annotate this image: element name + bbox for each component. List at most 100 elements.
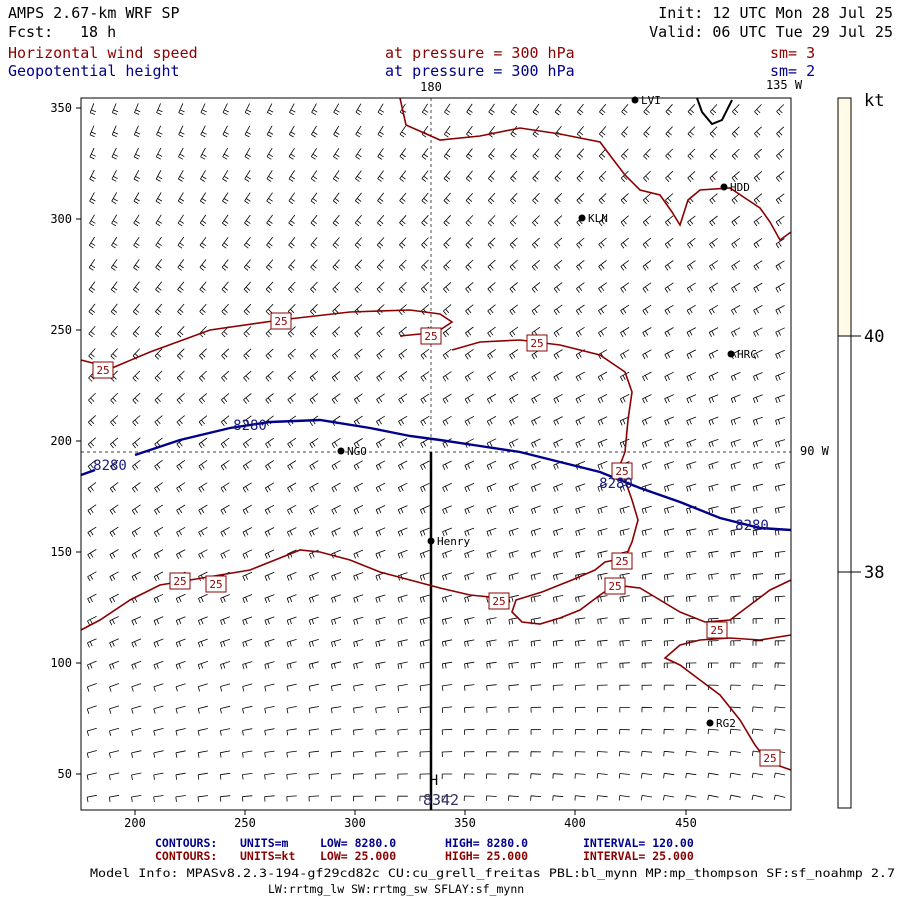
station-dot	[631, 96, 639, 104]
wind-barb	[664, 304, 674, 315]
wind-barb	[753, 148, 762, 160]
wind-barb	[486, 684, 497, 691]
wind-barb	[354, 237, 362, 249]
wind-barb	[421, 259, 429, 271]
wind-barb	[243, 370, 252, 382]
wind-barb	[686, 461, 697, 470]
wind-barb	[685, 772, 697, 779]
wind-barb	[752, 573, 764, 580]
wind-barb	[399, 237, 407, 249]
wind-label: 25	[530, 337, 543, 350]
wind-barb	[308, 661, 319, 670]
wind-barb	[596, 751, 608, 757]
wind-barb	[331, 639, 342, 648]
wind-barb	[685, 794, 697, 801]
wind-barb	[175, 772, 186, 780]
wind-barb	[266, 214, 273, 227]
wind-barb	[397, 751, 408, 758]
wind-barb	[619, 394, 630, 404]
wind-barb	[199, 303, 207, 316]
wind-barb	[508, 639, 519, 647]
wind-barb	[730, 483, 741, 492]
wind-barb	[687, 104, 696, 116]
wind-barb	[442, 594, 453, 603]
wind-barb	[353, 616, 364, 625]
wind-barb	[331, 527, 341, 537]
wind-barb	[376, 237, 385, 249]
wind-barb	[441, 728, 453, 735]
wind-barb	[197, 772, 208, 780]
wind-barb	[530, 662, 542, 669]
wind-barb	[353, 572, 364, 581]
wind-barb	[155, 192, 163, 205]
wind-barb	[219, 772, 231, 780]
wind-barb	[508, 460, 519, 470]
wind-barb	[265, 393, 274, 404]
wind-barb	[198, 504, 208, 515]
wind-barb	[178, 103, 185, 115]
wind-barb	[731, 305, 741, 315]
wind-barb	[397, 594, 408, 603]
wind-barb	[486, 483, 497, 493]
wind-barb	[264, 683, 275, 692]
wind-barb	[464, 706, 475, 713]
wind-barb	[87, 504, 97, 515]
wind-barb	[421, 281, 429, 293]
wind-barb	[331, 505, 341, 515]
wind-barb	[464, 751, 475, 757]
wind-barb	[730, 439, 741, 448]
wind-barb	[220, 437, 230, 449]
wind-barb	[663, 728, 675, 735]
wind-barb	[552, 595, 564, 603]
wind-barb	[576, 259, 585, 271]
wind-barb	[597, 639, 608, 647]
wind-barb	[131, 571, 141, 582]
wind-barb	[398, 259, 407, 271]
x-tick-label: 350	[454, 816, 476, 830]
wind-barb	[376, 259, 385, 271]
wind-barb	[575, 438, 586, 448]
wind-barb	[355, 125, 362, 138]
wind-barb	[243, 303, 252, 316]
wind-barb	[420, 460, 430, 471]
wind-barb	[131, 526, 141, 537]
wind-barb	[774, 573, 786, 580]
wind-barb	[687, 215, 696, 227]
wind-barb	[353, 683, 364, 692]
wind-barb	[264, 482, 275, 493]
wind-barb	[353, 505, 364, 515]
wind-barb	[464, 460, 475, 471]
wind-barb	[199, 370, 207, 382]
wind-barb	[420, 393, 430, 404]
wind-barb	[109, 727, 120, 736]
wind-barb	[109, 459, 119, 471]
coastline	[696, 97, 733, 126]
wind-barb	[441, 751, 453, 758]
wind-barb	[242, 705, 253, 714]
wind-barb	[420, 482, 430, 493]
wind-barb	[353, 728, 364, 736]
wind-barb	[619, 595, 630, 603]
wind-barb	[310, 281, 318, 293]
height-contour-8280	[134, 418, 792, 532]
wind-barb	[488, 148, 496, 160]
wind-barb	[133, 192, 140, 204]
wind-barb	[554, 170, 562, 182]
wind-barb	[330, 750, 342, 758]
wind-barb	[509, 259, 518, 271]
wind-barb	[508, 729, 519, 735]
wind-barb	[508, 706, 519, 713]
wind-barb	[532, 192, 540, 205]
wind-barb	[553, 326, 563, 338]
wind-barb	[532, 215, 540, 227]
wind-barb	[532, 170, 540, 182]
wind-barb	[642, 237, 652, 249]
wind-barb	[308, 773, 320, 780]
wind-barb	[242, 437, 252, 449]
wind-barb	[730, 684, 741, 691]
wind-barb	[641, 550, 652, 558]
wind-barb	[774, 640, 786, 646]
wind-barb	[530, 729, 542, 735]
wind-barb	[442, 304, 452, 316]
wind-barb	[532, 103, 540, 116]
